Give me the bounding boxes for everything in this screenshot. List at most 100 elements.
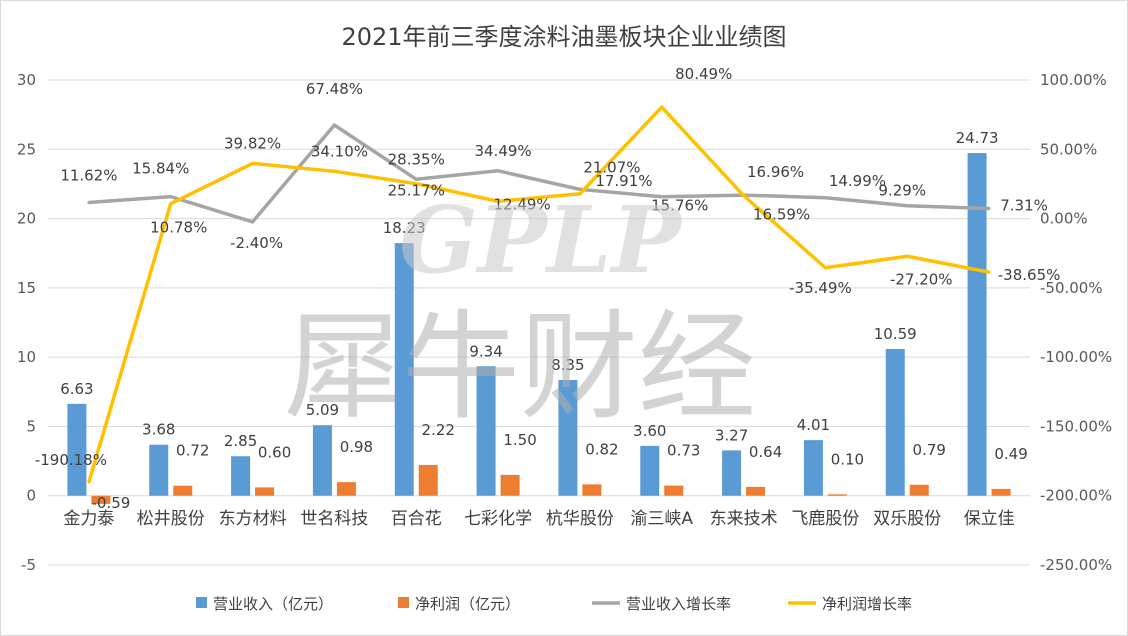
revenue-bar xyxy=(640,445,660,496)
profit-label: 0.60 xyxy=(258,443,291,461)
profit-growth-line-point xyxy=(169,202,173,206)
revenue-label: 5.09 xyxy=(306,401,339,419)
profit-growth-line-point xyxy=(660,105,664,109)
category-label: 保立佳 xyxy=(964,509,1015,529)
legend-label: 净利润（亿元） xyxy=(415,595,520,613)
legend-item: 营业收入（亿元） xyxy=(196,595,333,613)
revenue-growth-line-point xyxy=(578,187,582,191)
category-label: 世名科技 xyxy=(300,509,368,529)
revenue-growth-label: 28.35% xyxy=(388,150,445,168)
revenue-growth-line-point xyxy=(987,206,991,210)
profit-label: 0.49 xyxy=(994,445,1027,463)
right-tick-label: -150.00% xyxy=(1040,417,1112,435)
profit-growth-line-point xyxy=(987,270,991,274)
profit-growth-label: -190.18% xyxy=(35,451,107,469)
profit-growth-line-point xyxy=(742,194,746,198)
revenue-growth-label: 11.62% xyxy=(60,166,117,184)
right-axis: -250.00% -200.00% -150.00% -100.00% -50.00% 0… xyxy=(1040,71,1112,574)
profit-bar xyxy=(909,484,929,496)
revenue-growth-line-point xyxy=(660,195,664,199)
category-label: 飞鹿股份 xyxy=(791,509,859,529)
category-label: 七彩化学 xyxy=(464,509,532,529)
category-label: 双乐股份 xyxy=(873,509,941,529)
revenue-label: 10.59 xyxy=(874,325,917,343)
left-tick-label: 0 xyxy=(26,487,36,505)
profit-growth-label: 10.78% xyxy=(150,219,207,237)
revenue-growth-line-point xyxy=(823,196,827,200)
revenue-growth-label: 16.96% xyxy=(747,163,804,181)
left-tick-label: 25 xyxy=(17,140,36,158)
watermark-latin: GPLP xyxy=(399,186,683,294)
revenue-growth-line-point xyxy=(496,169,500,173)
profit-growth-label: -38.65% xyxy=(998,266,1061,284)
revenue-label: 4.01 xyxy=(797,416,830,434)
profit-bar xyxy=(746,486,766,496)
revenue-growth-line-point xyxy=(251,220,255,224)
right-tick-label: 0.00% xyxy=(1040,210,1088,228)
data-labels: 6.63 -0.59 3.680.72 2.850.60 5.09 0.98 18.23 2.… xyxy=(35,65,1061,512)
revenue-bar xyxy=(149,444,169,496)
revenue-growth-line-point xyxy=(414,177,418,181)
right-tick-label: 50.00% xyxy=(1040,140,1097,158)
revenue-bar xyxy=(885,348,905,496)
revenue-bar xyxy=(722,450,742,496)
category-label: 渝三峡A xyxy=(630,509,693,529)
revenue-growth-label: 15.84% xyxy=(132,160,189,178)
left-tick-label: 10 xyxy=(17,348,36,366)
revenue-growth-label: 34.49% xyxy=(474,142,531,160)
profit-growth-line-point xyxy=(251,161,255,165)
legend-swatch xyxy=(196,597,207,608)
profit-bar xyxy=(827,494,847,496)
revenue-label: 3.60 xyxy=(633,422,666,440)
profit-label: 0.72 xyxy=(176,442,209,460)
profit-growth-line xyxy=(87,105,990,483)
profit-label: 0.64 xyxy=(749,443,782,461)
profit-bar xyxy=(582,484,602,496)
revenue-growth-label: 15.76% xyxy=(651,197,708,215)
category-label: 金力泰 xyxy=(63,509,114,529)
legend-item: 净利润（亿元） xyxy=(398,595,520,613)
revenue-growth-label: 9.29% xyxy=(878,182,926,200)
legend: 营业收入（亿元） 净利润（亿元） 营业收入增长率 净利润增长率 xyxy=(196,595,912,613)
profit-growth-label: 25.17% xyxy=(388,182,445,200)
right-tick-label: -200.00% xyxy=(1040,487,1112,505)
left-tick-label: 30 xyxy=(17,71,36,89)
profit-bar xyxy=(664,485,684,496)
revenue-label: 18.23 xyxy=(383,219,426,237)
revenue-label: 2.85 xyxy=(224,432,257,450)
profit-bar xyxy=(91,495,111,504)
gridlines xyxy=(48,79,1030,566)
left-tick-label: 5 xyxy=(26,417,36,435)
revenue-growth-line-point xyxy=(87,200,91,204)
revenue-bar xyxy=(476,366,496,496)
revenue-bar xyxy=(67,403,87,496)
profit-growth-line-point xyxy=(496,199,500,203)
profit-label: 1.50 xyxy=(503,431,536,449)
revenue-bar xyxy=(231,456,251,496)
profit-growth-line-point xyxy=(414,182,418,186)
legend-label: 营业收入（亿元） xyxy=(213,595,333,613)
legend-swatch xyxy=(398,597,409,608)
line-series xyxy=(87,105,991,484)
revenue-growth-label: 7.31% xyxy=(1000,196,1048,214)
profit-growth-label: 34.10% xyxy=(311,142,368,160)
profit-label: 0.82 xyxy=(585,440,618,458)
profit-growth-label: 17.91% xyxy=(595,172,652,190)
right-tick-label: -100.00% xyxy=(1040,348,1112,366)
profit-bar xyxy=(991,488,1011,496)
legend-item: 净利润增长率 xyxy=(788,595,912,613)
right-tick-label: 100.00% xyxy=(1040,71,1107,89)
bar-series xyxy=(67,153,1011,504)
category-label: 东来技术 xyxy=(710,509,778,529)
category-label: 杭华股份 xyxy=(546,509,614,529)
revenue-growth-label: 21.07% xyxy=(583,158,640,176)
profit-label: 0.98 xyxy=(340,438,373,456)
profit-bar xyxy=(255,487,275,496)
revenue-growth-line-point xyxy=(332,123,336,127)
profit-label: -0.59 xyxy=(92,494,131,512)
right-tick-label: -50.00% xyxy=(1040,279,1103,297)
profit-growth-line-point xyxy=(87,480,91,484)
revenue-label: 8.35 xyxy=(551,356,584,374)
revenue-growth-line xyxy=(88,123,990,224)
